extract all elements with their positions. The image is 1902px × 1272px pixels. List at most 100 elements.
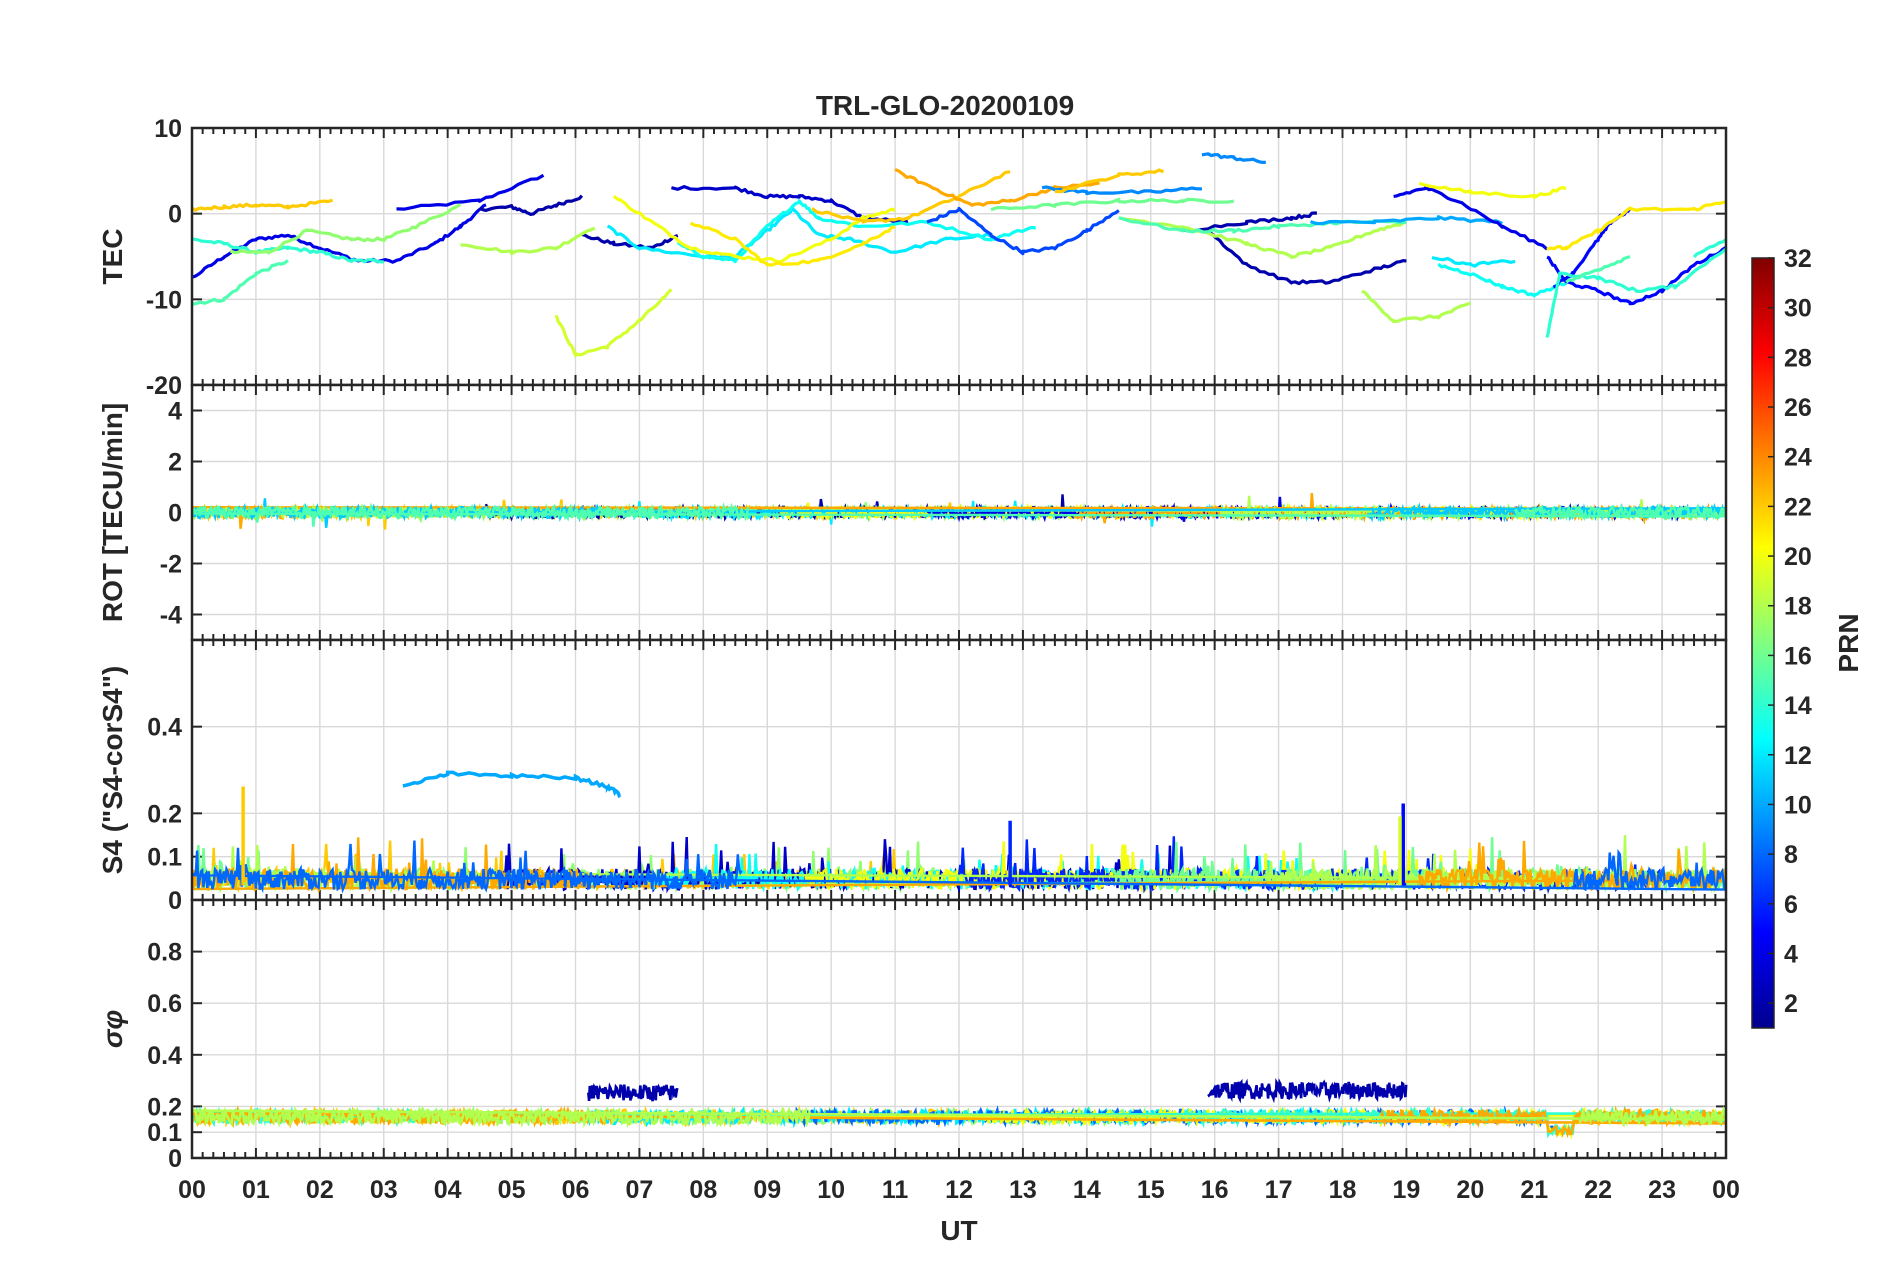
s4-ytick-label: 0 [168, 887, 182, 915]
xtick-label: 03 [370, 1176, 398, 1204]
tec-series-line [1041, 185, 1202, 196]
tec-series-line [1182, 211, 1317, 233]
xtick-label: 15 [1137, 1176, 1165, 1204]
tec-series-line [396, 173, 545, 211]
xtick-label: 22 [1584, 1176, 1612, 1204]
sigma-ytick-label: 0.1 [147, 1119, 182, 1147]
sigma-ytick-label: 0.2 [147, 1093, 182, 1121]
rot-series-line [192, 502, 1726, 527]
tec-series-line [1310, 215, 1503, 226]
xtick-label: 21 [1520, 1176, 1548, 1204]
tec-series-line [1118, 216, 1407, 259]
colorbar-tick-label: 24 [1784, 444, 1812, 472]
sigma-ytick-label: 0 [168, 1145, 182, 1173]
tec-series-line [1361, 289, 1471, 324]
tec-series-line [689, 221, 896, 267]
tec-series-line [192, 237, 384, 264]
xtick-label: 00 [178, 1176, 206, 1204]
s4-data [192, 770, 1726, 895]
colorbar-tick-label: 6 [1784, 891, 1798, 919]
tec-series-line [192, 198, 334, 212]
colorbar-tick-label: 2 [1784, 990, 1798, 1018]
colorbar-tick-label: 18 [1784, 593, 1812, 621]
sigma-ytick-label: 0.8 [147, 939, 182, 967]
xtick-label: 12 [945, 1176, 973, 1204]
rot-data [192, 493, 1726, 530]
xtick-label: 08 [689, 1176, 717, 1204]
rot-ytick-label: 0 [168, 500, 182, 528]
sigma-elevated-band [1207, 1078, 1408, 1104]
colorbar-tick-label: 14 [1784, 692, 1812, 720]
sigma-elevated-band [587, 1082, 679, 1102]
tec-ytick-label: -10 [146, 286, 182, 314]
xtick-label: 18 [1329, 1176, 1357, 1204]
colorbar-tick-label: 22 [1784, 493, 1812, 521]
tec-series-line [1418, 181, 1567, 199]
sigma-axes-frame [190, 898, 1728, 1160]
colorbar-tick-label: 12 [1784, 742, 1812, 770]
tec-series-line [229, 203, 462, 255]
tec-series-line [1054, 168, 1165, 194]
rot-ytick-label: -2 [160, 551, 182, 579]
sigma-ytick-label: 0.6 [147, 990, 182, 1018]
tec-series-line [811, 170, 1011, 224]
tec-series-line [676, 199, 1036, 264]
colorbar-gradient [1751, 257, 1775, 1029]
rot-ytick-label: 4 [168, 398, 182, 426]
tec-series-line [1565, 255, 1631, 284]
xtick-label: 09 [753, 1176, 781, 1204]
rot-ylabel: ROT [TECU/min] [97, 403, 128, 622]
xtick-label: 04 [434, 1176, 462, 1204]
tec-series-line [478, 194, 584, 216]
xlabel: UT [940, 1215, 977, 1246]
xtick-label: 19 [1393, 1176, 1421, 1204]
tec-ylabel: TEC [97, 229, 128, 285]
s4-ylabel: S4 ("S4-corS4") [97, 666, 128, 875]
tec-series-line [554, 288, 673, 358]
colorbar-tick-label: 10 [1784, 791, 1812, 819]
sigma-ytick-label: 0.4 [147, 1042, 182, 1070]
tec-ytick-label: -20 [146, 372, 182, 400]
xtick-label: 07 [626, 1176, 654, 1204]
xtick-label: 14 [1073, 1176, 1101, 1204]
tec-series-line [1692, 238, 1726, 259]
tec-series-line [894, 167, 1100, 207]
sigma-ylabel: σφ [97, 1010, 128, 1048]
colorbar-tick-label: 32 [1784, 245, 1812, 273]
tec-series-line [460, 226, 596, 256]
s4-ytick-label: 0.2 [147, 800, 182, 828]
rot-panel: 4 2 0 -2 -4 ROT [TECU/min] [97, 383, 1728, 642]
colorbar-label: PRN [1833, 613, 1864, 672]
colorbar-tick-label: 8 [1784, 841, 1798, 869]
s4-ytick-label: 0.1 [147, 844, 182, 872]
colorbar-tick-label: 30 [1784, 295, 1812, 323]
tec-data [192, 152, 1726, 358]
s4-series-line [192, 840, 1726, 894]
tec-series-line [1431, 256, 1516, 268]
xtick-label: 00 [1712, 1176, 1740, 1204]
tec-series-line [1437, 262, 1567, 298]
xtick-label: 13 [1009, 1176, 1037, 1204]
tec-ytick-label: 10 [154, 115, 182, 143]
sigma-data [192, 1078, 1726, 1140]
rot-ytick-label: 2 [168, 449, 182, 477]
tec-series-line [1393, 185, 1549, 251]
xtick-label: 05 [498, 1176, 526, 1204]
chart-title: TRL-GLO-20200109 [816, 90, 1074, 121]
xtick-label: 11 [882, 1176, 909, 1204]
rot-ytick-label: -4 [160, 602, 182, 630]
s4-ytick-label: 0.4 [147, 714, 182, 742]
xtick-label: 23 [1648, 1176, 1676, 1204]
xtick-label: 10 [817, 1176, 845, 1204]
tec-series-line [1207, 230, 1407, 286]
sigma-series-line [192, 1105, 1726, 1129]
tec-panel: 10 0 -10 -20 TEC [97, 115, 1728, 400]
s4-scintillation-arc [402, 770, 622, 799]
x-axis: 00 01 02 03 04 05 06 07 08 09 10 11 12 13 14 15 16 17 18 19… [178, 1176, 1740, 1246]
title: TRL-GLO-20200109 [816, 90, 1074, 121]
sigma-phi-panel: 0.8 0.6 0.4 0.20.10 σφ [97, 898, 1728, 1173]
colorbar-tick-label: 16 [1784, 642, 1812, 670]
colorbar-tick-label: 4 [1784, 940, 1798, 968]
tec-series-line [1201, 152, 1266, 164]
